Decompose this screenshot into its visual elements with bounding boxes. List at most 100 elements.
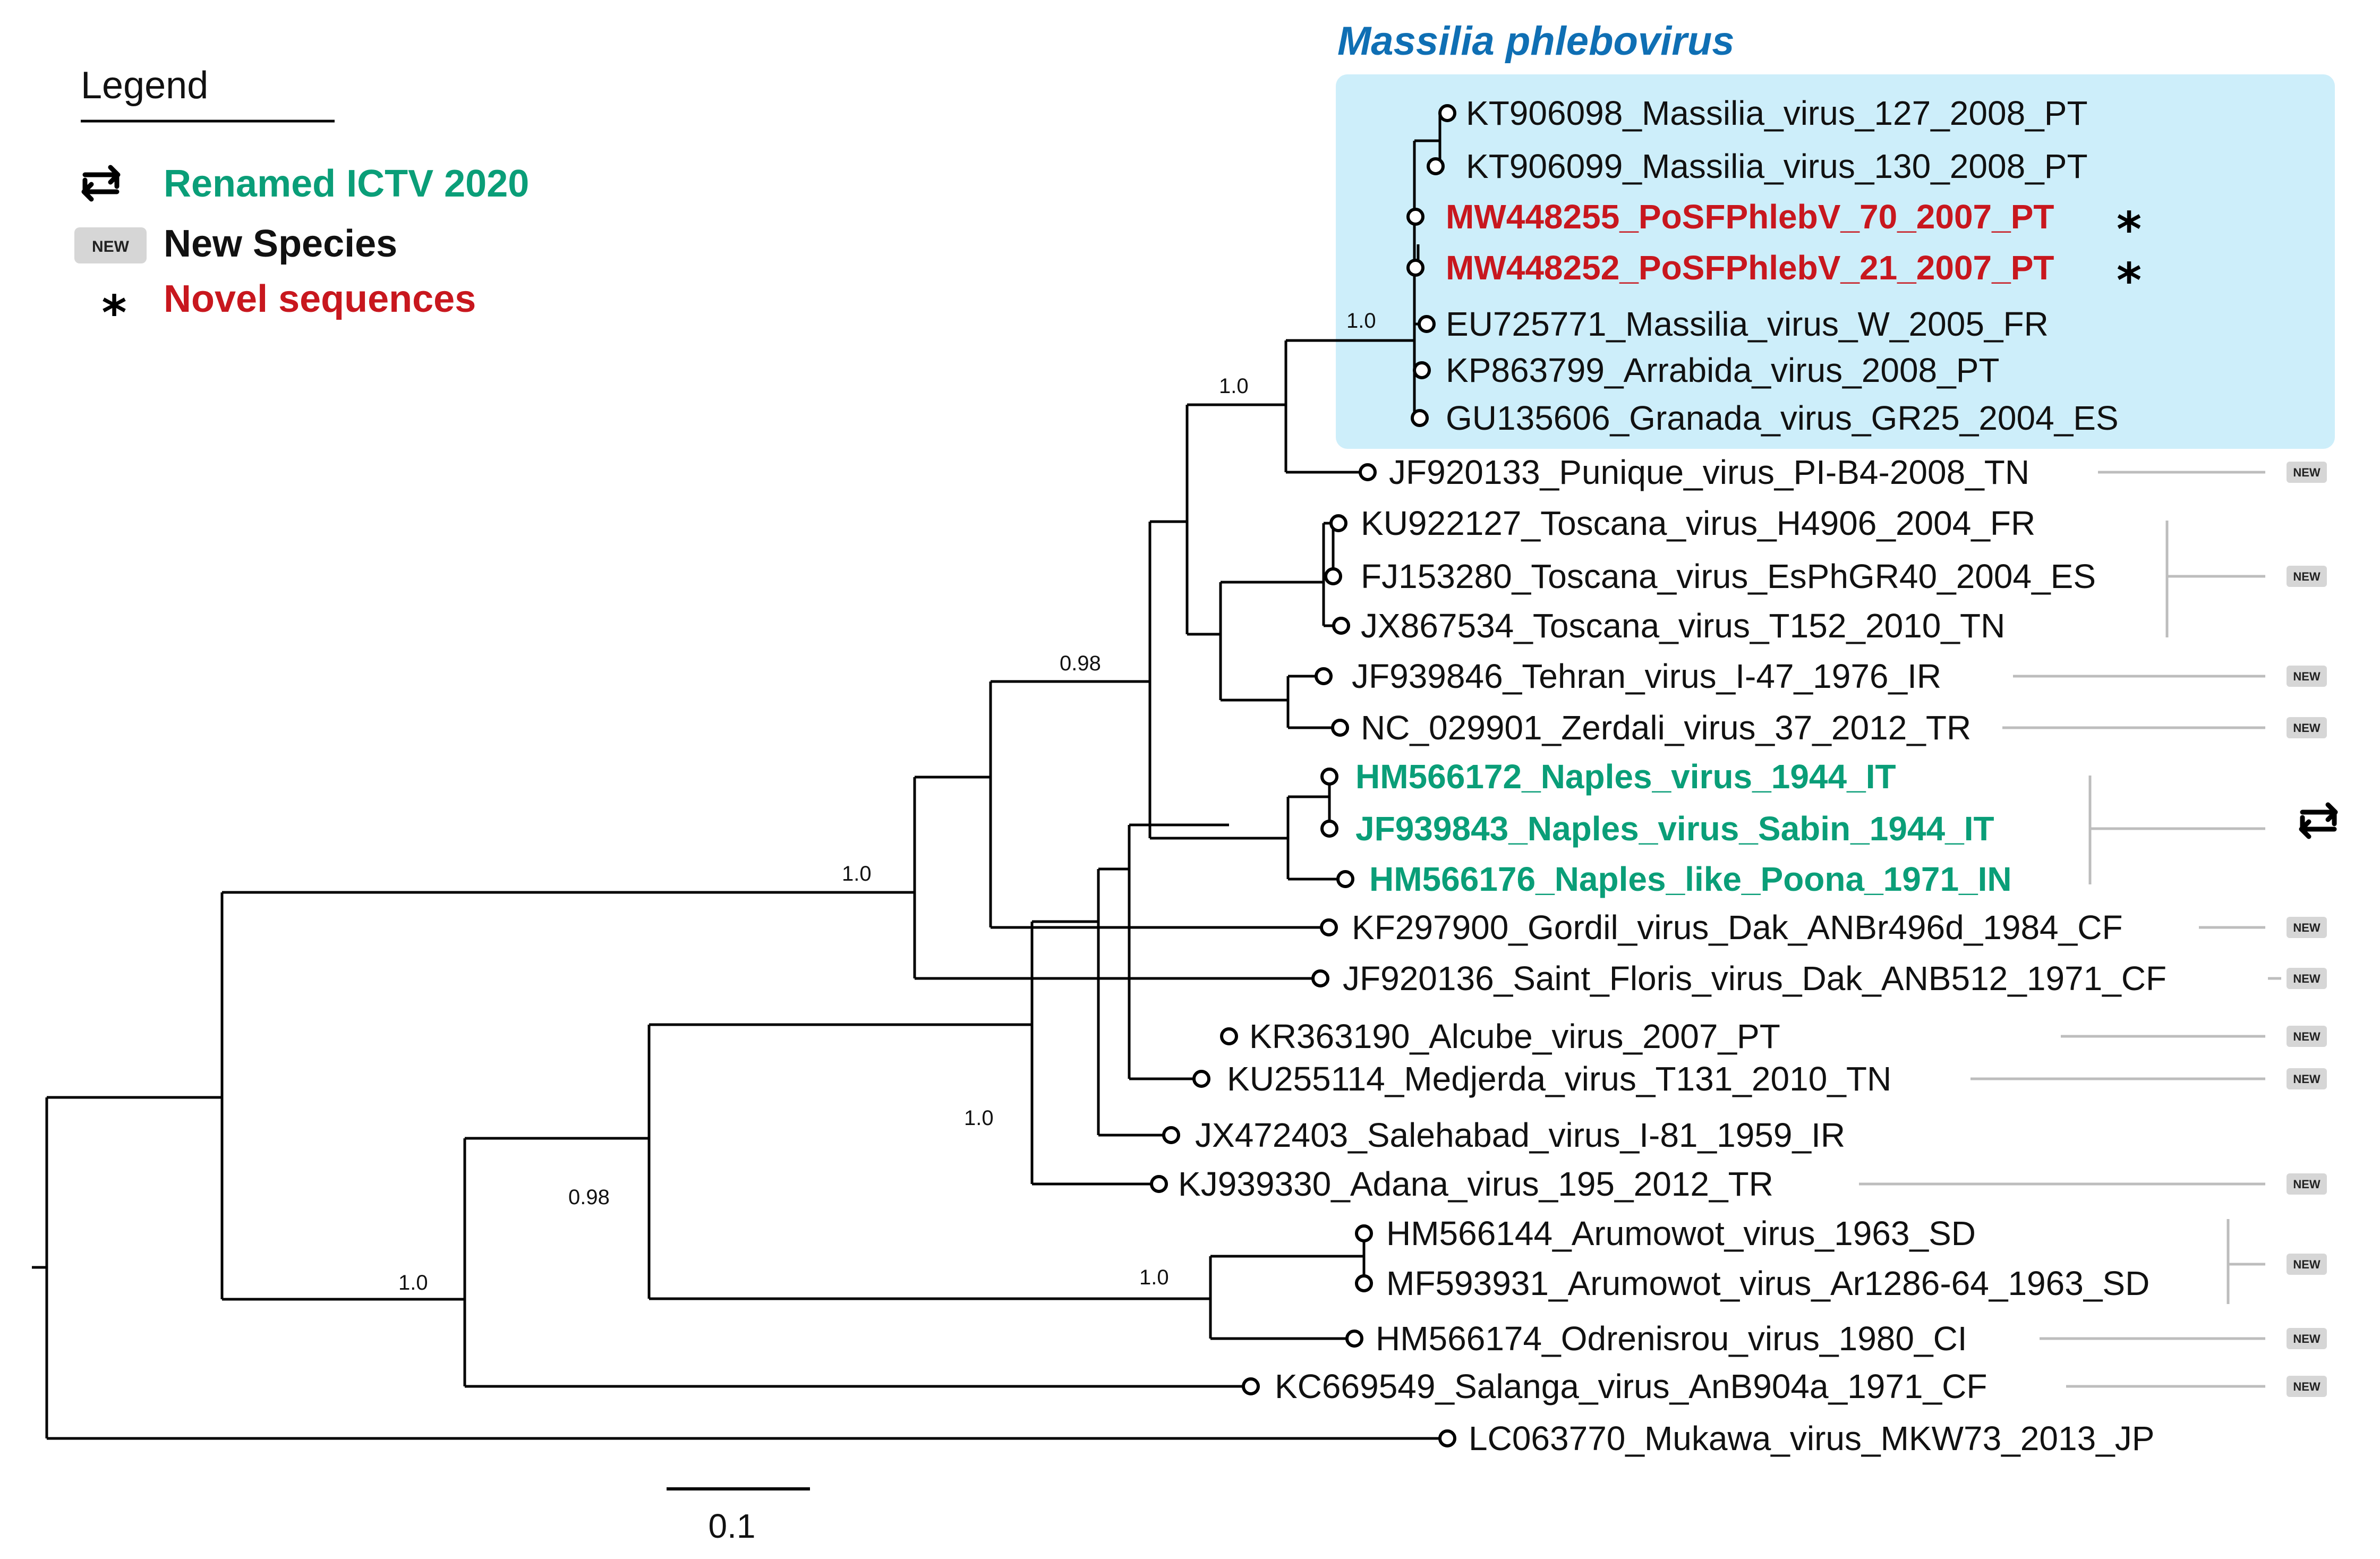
tip-node: [1192, 1070, 1210, 1088]
tip-label: KT906098_Massilia_virus_127_2008_PT: [1466, 94, 2088, 132]
grouping-lines: [1859, 471, 2281, 1388]
support-values: 1.0 1.0 0.98 1.0 1.0 0.98 1.0 1.0: [398, 309, 1376, 1294]
new-badge-text: NEW: [2293, 1072, 2321, 1086]
tip-label: KJ939330_Adana_virus_195_2012_TR: [1178, 1165, 1773, 1203]
new-badge-bg: [2287, 917, 2327, 938]
tip-node: [1150, 1175, 1168, 1193]
tip-node: [1355, 1274, 1373, 1292]
legend-new-label: New Species: [164, 223, 397, 265]
tip-label: MF593931_Arumowot_virus_Ar1286-64_1963_S…: [1386, 1264, 2149, 1302]
tip-node: [1162, 1126, 1180, 1144]
tip-label: KU255114_Medjerda_virus_T131_2010_TN: [1227, 1060, 1891, 1098]
tip-label: KT906099_Massilia_virus_130_2008_PT: [1466, 147, 2088, 185]
new-badge-bg: [2287, 717, 2327, 738]
tip-label: LC063770_Mukawa_virus_MKW73_2013_JP: [1469, 1419, 2154, 1458]
new-badge-bg: [2287, 1068, 2327, 1089]
swap-arrows-icon: [2299, 802, 2338, 839]
support-salehabad-arumowot: 0.98: [568, 1186, 610, 1209]
new-badge-text: NEW: [2293, 670, 2321, 683]
tip-node: [1418, 315, 1436, 333]
tip-node: [1324, 567, 1342, 585]
new-badge-bg: [2287, 1026, 2327, 1047]
tip-label: JX472403_Salehabad_virus_I-81_1959_IR: [1195, 1116, 1845, 1154]
new-badge-icon: NEW: [74, 227, 147, 263]
new-badge: NEW: [2287, 666, 2327, 687]
tip-label: KF297900_Gordil_virus_Dak_ANBr496d_1984_…: [1352, 908, 2123, 947]
new-badge-text: NEW: [2293, 972, 2321, 985]
legend-renamed-label: Renamed ICTV 2020: [164, 163, 529, 205]
tip-node: [1438, 104, 1456, 122]
tip-node: [1345, 1330, 1363, 1348]
new-badge-text: NEW: [2293, 570, 2321, 583]
tip-label: KU922127_Toscana_virus_H4906_2004_FR: [1361, 504, 2035, 542]
tip-node: [1406, 208, 1424, 226]
swap-arrows-icon: [81, 165, 121, 202]
new-badge-bg: [2287, 1376, 2327, 1397]
new-badge: NEW: [2287, 462, 2327, 483]
tip-node: [1320, 918, 1338, 936]
tip-node: [1355, 1224, 1373, 1242]
support-salanga-group: 1.0: [398, 1271, 428, 1294]
new-badge-icon-text: NEW: [92, 238, 130, 255]
new-badge-bg: [2287, 1254, 2327, 1275]
tip-label: HM566174_Odrenisrou_virus_1980_CI: [1376, 1319, 1967, 1358]
scale-bar: 0.1: [667, 1487, 810, 1545]
clade-title: Massilia phlebovirus: [1337, 19, 1735, 64]
new-badge-bg: [2287, 462, 2327, 483]
new-badge: NEW: [2287, 566, 2327, 587]
new-badge-bg: [2287, 1328, 2327, 1349]
massilia-clade-box: [1336, 74, 2335, 449]
tip-node: [1413, 361, 1431, 379]
new-badges: NEW NEW NEW NEW NEW NEW NEW NEW NEW NEW NEW NEW: [2287, 462, 2327, 1397]
new-badge-text: NEW: [2293, 721, 2321, 735]
tip-node: [1406, 259, 1424, 277]
tip-node: [1311, 969, 1329, 987]
tip-label: KP863799_Arrabida_virus_2008_PT: [1446, 351, 2000, 389]
new-badge: NEW: [2287, 1328, 2327, 1349]
tip-label: JF939843_Naples_virus_Sabin_1944_IT: [1355, 810, 1994, 848]
support-salehabad-group: 1.0: [964, 1106, 994, 1130]
new-badge-text: NEW: [2293, 1332, 2321, 1345]
new-badge-bg: [2287, 968, 2327, 989]
tip-node: [1331, 719, 1349, 737]
new-badge-bg: [2287, 1173, 2327, 1195]
tip-node: [1332, 617, 1350, 635]
tip-label: NC_029901_Zerdali_virus_37_2012_TR: [1361, 709, 1971, 747]
new-badge: NEW: [2287, 1026, 2327, 1047]
tip-node: [1320, 768, 1338, 786]
tip-node: [1411, 409, 1429, 427]
tip-node: [1438, 1429, 1456, 1447]
tip-node: [1427, 157, 1445, 175]
tip-label: HM566144_Arumowot_virus_1963_SD: [1386, 1214, 1976, 1253]
tip-label: KR363190_Alcube_virus_2007_PT: [1249, 1017, 1780, 1055]
legend-title: Legend: [81, 64, 208, 107]
new-badge-text: NEW: [2293, 1380, 2321, 1393]
new-badge: NEW: [2287, 1068, 2327, 1089]
legend-novel-label: Novel sequences: [164, 278, 476, 320]
new-badge-text: NEW: [2293, 1258, 2321, 1271]
tip-label: GU135606_Granada_virus_GR25_2004_ES: [1446, 399, 2119, 437]
tip-node: [1242, 1377, 1260, 1395]
tip-label: MW448255_PoSFPhlebV_70_2007_PT: [1446, 198, 2054, 236]
tip-node: [1336, 870, 1354, 888]
new-badge-bg: [2287, 666, 2327, 687]
tip-label: JF920136_Saint_Floris_virus_Dak_ANB512_1…: [1343, 959, 2166, 998]
support-naples-group: 0.98: [1060, 652, 1101, 675]
new-badge-bg: [2287, 566, 2327, 587]
new-badge: NEW: [2287, 1376, 2327, 1397]
legend: Legend Renamed ICTV 2020 NEW New Species…: [74, 64, 529, 341]
tip-node: [1359, 463, 1377, 481]
support-massilia-punique: 1.0: [1219, 374, 1249, 398]
tip-label: MW448252_PoSFPhlebV_21_2007_PT: [1446, 249, 2054, 287]
support-naples-gordil: 1.0: [842, 862, 872, 885]
new-badge: NEW: [2287, 968, 2327, 989]
tree-branches: [32, 112, 1447, 1440]
new-badge: NEW: [2287, 1254, 2327, 1275]
tip-label: KC669549_Salanga_virus_AnB904a_1971_CF: [1275, 1367, 1987, 1405]
tip-node: [1320, 820, 1338, 838]
new-badge: NEW: [2287, 717, 2327, 738]
tip-label: HM566172_Naples_virus_1944_IT: [1355, 757, 1896, 796]
asterisk-icon: *: [101, 285, 126, 341]
asterisk-icon: *: [2117, 253, 2142, 309]
